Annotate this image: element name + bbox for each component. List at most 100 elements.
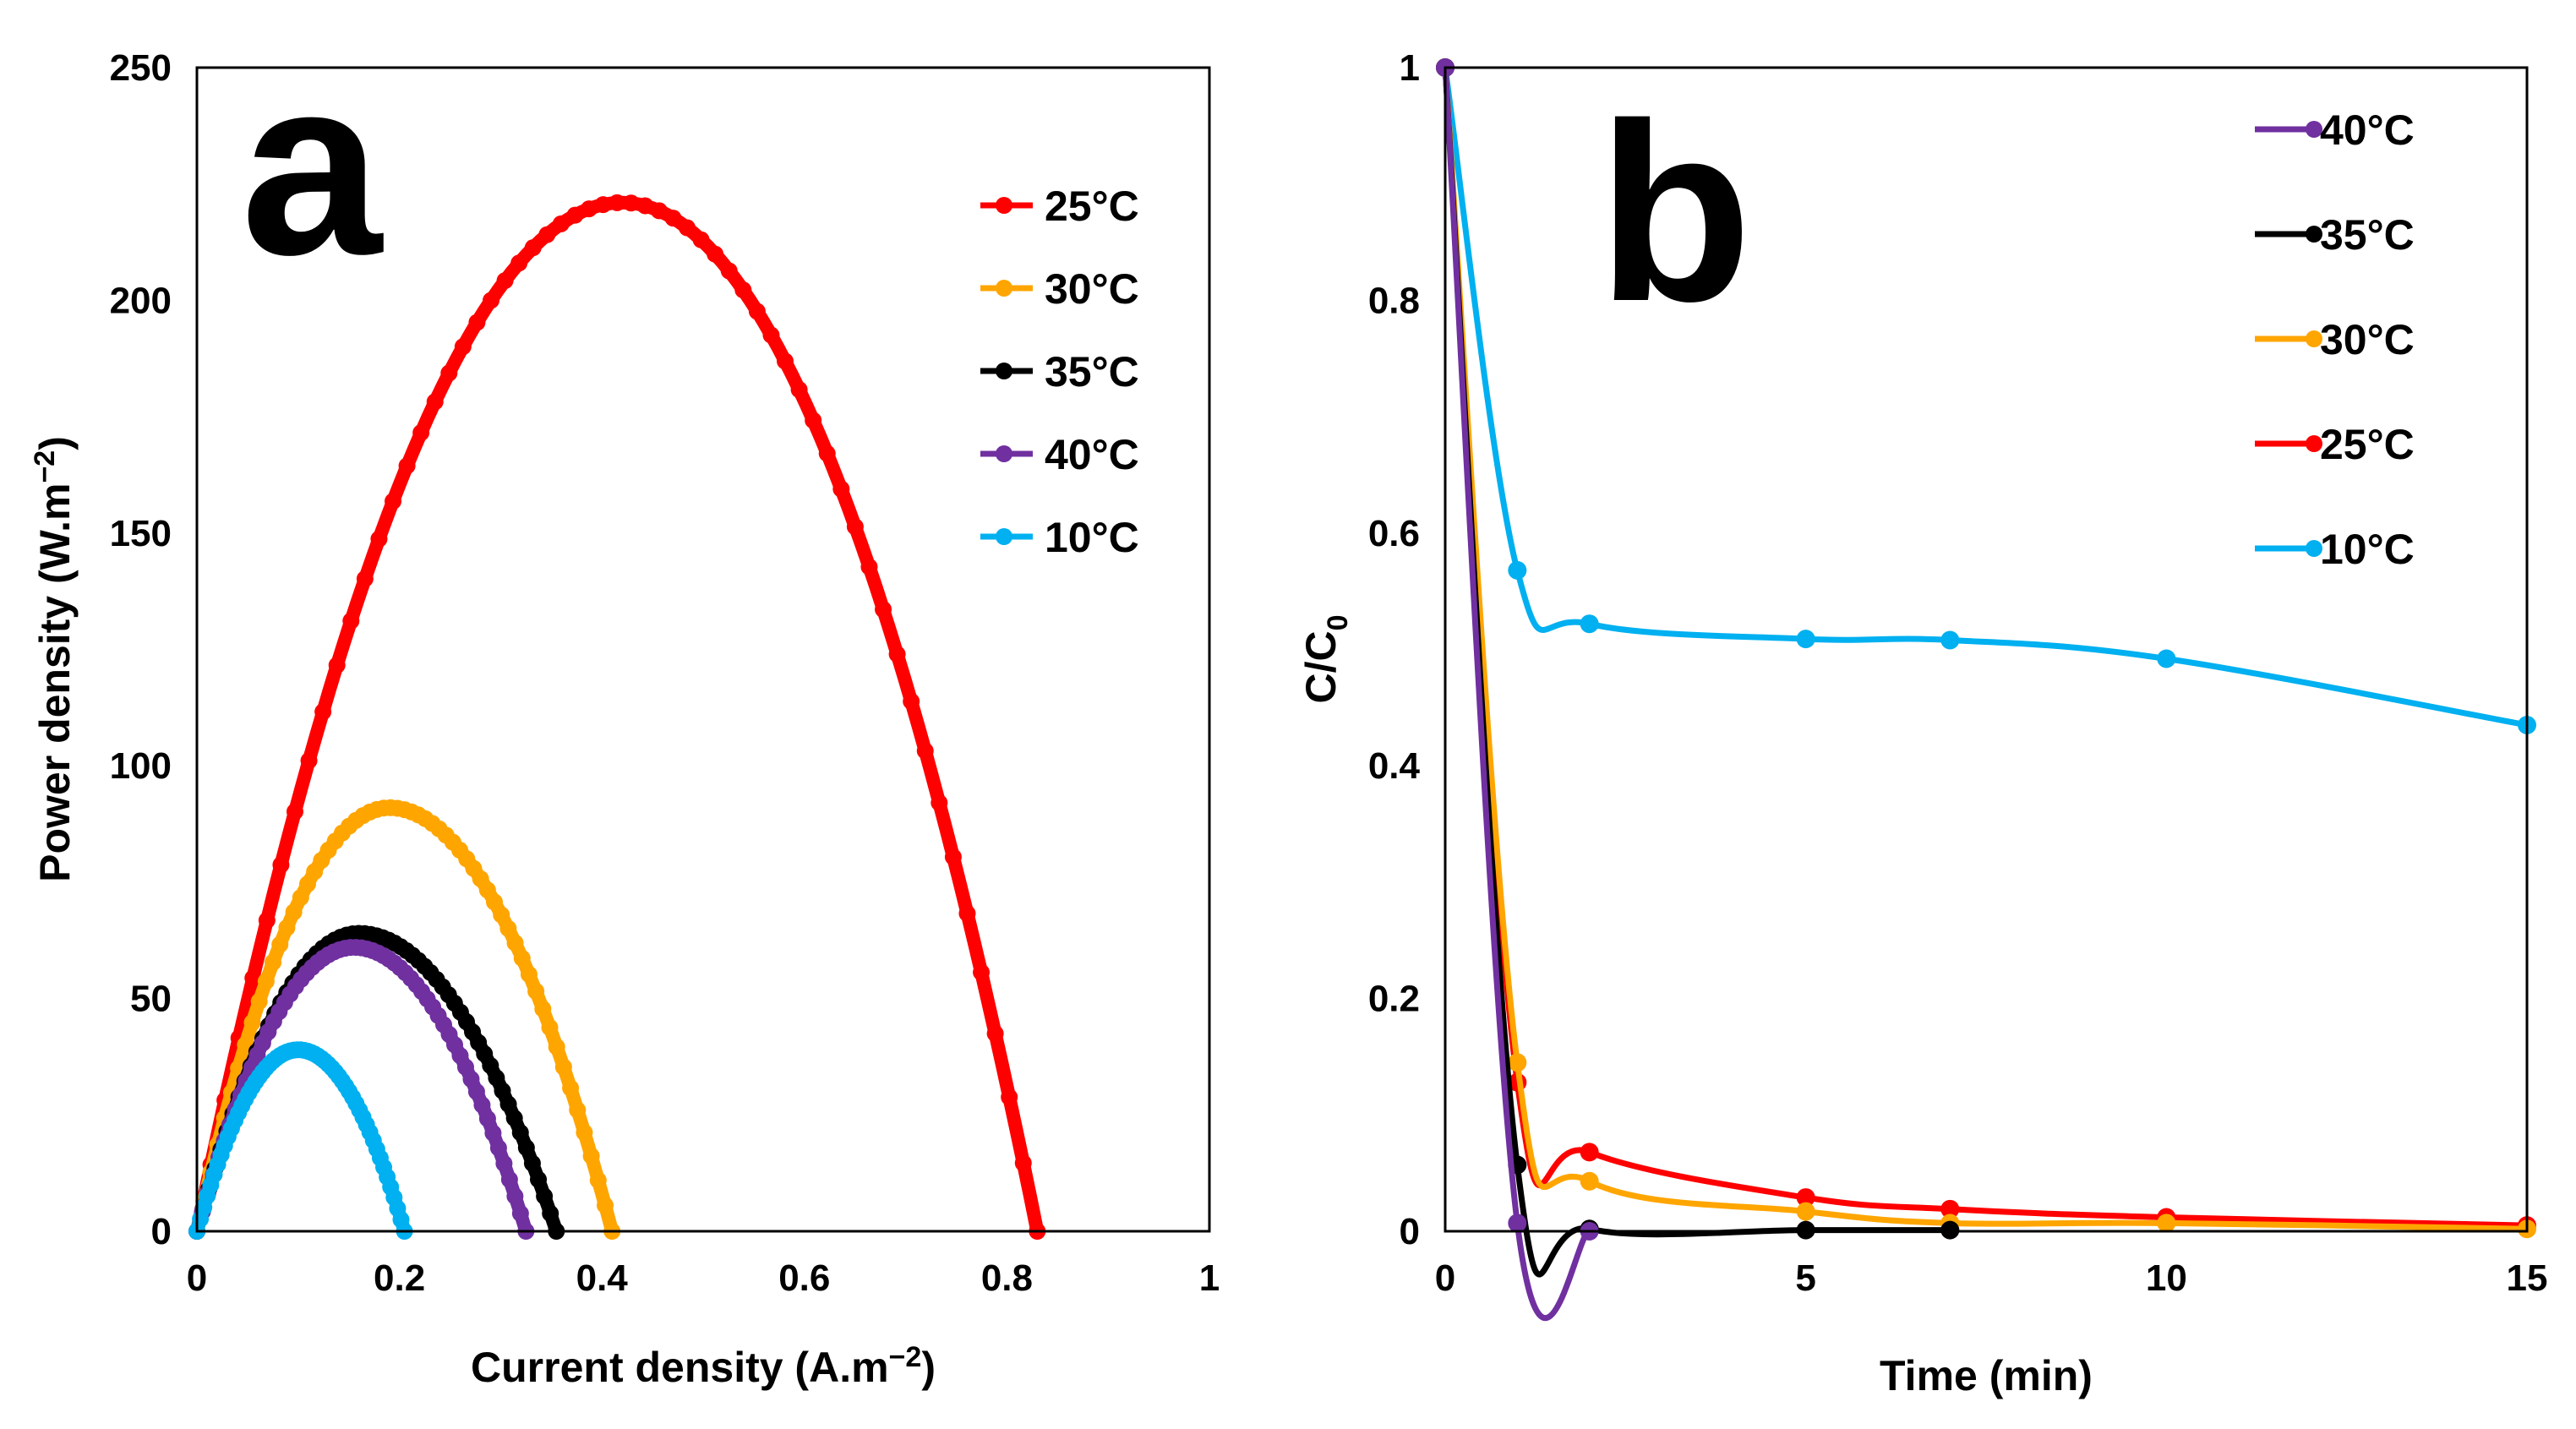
panel-a-point: [916, 742, 934, 760]
panel-a-point: [569, 1101, 587, 1119]
panel-a-point: [589, 1171, 607, 1189]
panel-a-point: [596, 1197, 614, 1214]
panel-a-y-tick-label: 200: [110, 280, 172, 321]
panel-b-plot-frame: [1444, 66, 2529, 1233]
panel-a-legend-label: 40°C: [1045, 431, 1139, 478]
panel-b-point: [1940, 630, 1960, 650]
panel-a-point: [542, 1204, 559, 1222]
panel-a-point: [500, 1170, 518, 1188]
panel-a-point: [720, 262, 738, 280]
panel-a-point: [903, 692, 920, 710]
panel-a-point: [527, 983, 545, 1001]
panel-a-legend-entry: 25°C: [980, 183, 1139, 230]
panel-a-point: [426, 393, 444, 411]
panel-a-point: [484, 1124, 502, 1142]
panel-a-point: [538, 226, 556, 243]
panel-a-point: [888, 646, 906, 663]
panel-a-point: [287, 803, 304, 821]
panel-a-point: [511, 1204, 529, 1222]
panel-a-point: [530, 1170, 548, 1188]
panel-a-letter: a: [241, 24, 384, 308]
panel-b-legend-label: 10°C: [2320, 526, 2415, 573]
panel-a-point: [494, 1082, 511, 1099]
panel-b-point: [1580, 1143, 1599, 1162]
panel-b-point: [1508, 560, 1527, 580]
panel-a-point: [486, 893, 504, 911]
panel-a-point: [692, 231, 710, 248]
panel-a-point: [467, 1083, 485, 1100]
panel-a-y-tick-label: 150: [110, 513, 172, 554]
panel-b-point: [1508, 1214, 1527, 1233]
panel-a-point: [292, 889, 309, 907]
panel-a-point: [734, 281, 752, 299]
panel-a-point: [524, 239, 542, 257]
panel-a-point: [536, 1187, 554, 1205]
panel-a-point: [1014, 1154, 1032, 1172]
panel-a-point: [506, 1187, 524, 1205]
panel-a-x-tick-label: 0.2: [374, 1257, 425, 1299]
panel-a-point: [493, 906, 510, 924]
panel-a-legend-label: 30°C: [1045, 265, 1139, 313]
panel-a-point: [523, 1154, 541, 1172]
panel-b-legend-marker: [2306, 226, 2322, 243]
panel-a-legend-marker: [996, 445, 1012, 462]
panel-a-x-tick-label: 0: [187, 1257, 207, 1299]
panel-a-series-30c: [188, 799, 621, 1240]
panel-a-point: [505, 1110, 523, 1127]
panel-b-legend-entry: 25°C: [2255, 421, 2415, 468]
panel-a-point: [468, 314, 486, 331]
panel-a-point: [271, 935, 289, 953]
panel-a-point: [398, 457, 416, 475]
panel-b-point: [1796, 1202, 1815, 1221]
panel-b-point: [1580, 614, 1599, 634]
panel-a-point: [554, 1058, 572, 1076]
panel-a-point: [958, 904, 976, 922]
panel-a-legend-label: 35°C: [1045, 348, 1139, 395]
panel-a-point: [250, 993, 268, 1011]
panel-b-y-tick-label: 0.6: [1368, 513, 1420, 554]
panel-b-letter: b: [1597, 70, 1752, 354]
panel-a-point: [931, 794, 948, 811]
panel-a-legend-marker: [996, 197, 1012, 214]
panel-a-point: [860, 558, 878, 575]
panel-a-point: [412, 424, 430, 442]
panel-b-point: [1796, 630, 1815, 649]
panel-a-series-10c: [188, 1041, 413, 1240]
panel-b-x-axis-title: Time (min): [1880, 1352, 2093, 1399]
panel-b-y-tick-label: 0.4: [1368, 745, 1421, 787]
panel-a-x-tick-label: 1: [1199, 1257, 1220, 1299]
panel-a-legend-entry: 35°C: [980, 348, 1139, 395]
panel-b-line: [1442, 67, 1591, 1322]
panel-a-point: [489, 1139, 507, 1157]
panel-a-point: [483, 292, 500, 309]
panel-a-x-tick-label: 0.6: [778, 1257, 830, 1299]
panel-a-point: [1001, 1088, 1018, 1106]
panel-a-point: [473, 1096, 491, 1114]
panel-a-x-axis-title: Current density (A.m−2): [471, 1341, 936, 1391]
panel-a-point: [552, 215, 570, 232]
panel-a-point: [511, 1124, 529, 1142]
panel-a-point: [566, 206, 584, 224]
panel-b-legend-marker: [2306, 540, 2322, 557]
panel-a-point: [622, 194, 640, 212]
panel-b-x-tick-label: 5: [1795, 1257, 1815, 1299]
panel-a-legend-label: 25°C: [1045, 183, 1139, 230]
panel-a-point: [762, 326, 780, 344]
panel-a-point: [265, 953, 282, 971]
panel-b-legend-entry: 40°C: [2255, 106, 2415, 154]
panel-a-point: [499, 919, 517, 937]
panel-a-point: [298, 875, 316, 893]
panel-a-x-tick-label: 0.4: [576, 1257, 629, 1299]
panel-a-point: [356, 570, 374, 587]
panel-a-point: [582, 1147, 600, 1164]
panel-b-point: [1508, 1053, 1527, 1072]
panel-a-y-tick-label: 100: [110, 745, 172, 787]
panel-a-point: [944, 848, 962, 866]
panel-b-series-40c: [1436, 58, 1599, 1322]
panel-a-point: [562, 1079, 580, 1097]
panel-a-point: [576, 1124, 593, 1142]
panel-a-legend-marker: [996, 528, 1012, 545]
panel-a-point: [462, 1071, 480, 1088]
panel-a-point: [440, 364, 458, 382]
panel-b-point: [1796, 1188, 1815, 1208]
